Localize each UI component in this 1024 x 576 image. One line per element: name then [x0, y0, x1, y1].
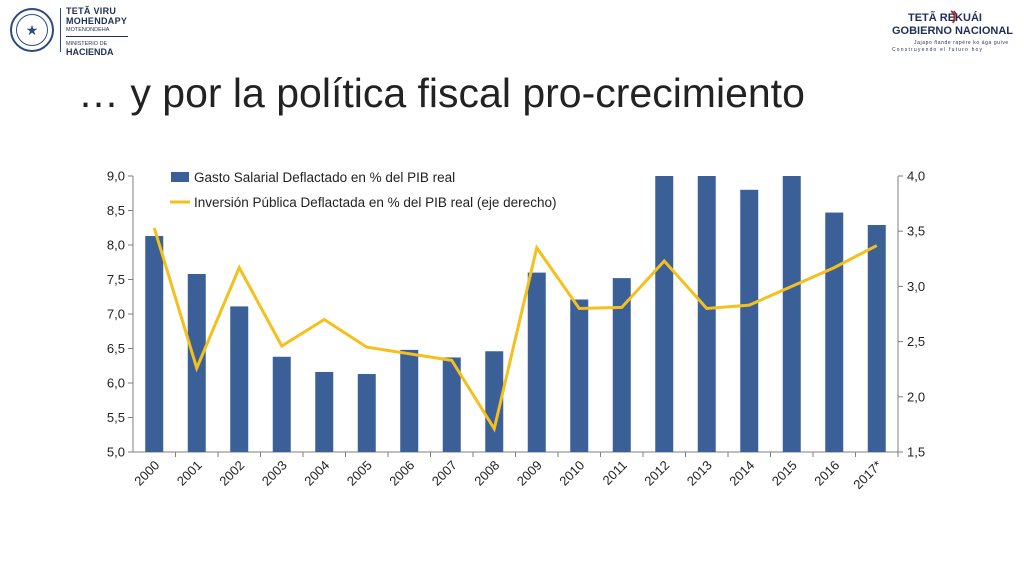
left-tick-label: 6,0: [107, 376, 125, 391]
page-title: … y por la política fiscal pro-crecimien…: [78, 70, 805, 116]
bar: [570, 299, 589, 452]
x-tick-label: 2003: [259, 458, 290, 489]
header-divider: [60, 8, 61, 52]
ministry-line-5: HACIENDA: [66, 47, 114, 57]
x-tick-label: 2000: [131, 458, 162, 489]
ministry-logo: TETÃ VIRU MOHENDAPY MOTENONDEHA MINISTER…: [66, 7, 128, 57]
legend-label-bar: Gasto Salarial Deflactado en % del PIB r…: [194, 170, 455, 185]
left-tick-label: 5,5: [107, 410, 125, 425]
legend-swatch-bar: [171, 172, 189, 182]
left-tick-label: 8,5: [107, 203, 125, 218]
left-tick-label: 8,0: [107, 238, 125, 253]
x-tick-label: 2015: [769, 458, 800, 489]
x-tick-label: 2017*: [850, 458, 885, 493]
x-tick-label: 2012: [641, 458, 672, 489]
line-series: [152, 227, 878, 433]
bar: [442, 357, 461, 452]
gov-line-1: TETÃ REKUÁI: [908, 12, 982, 24]
x-tick-label: 2004: [301, 458, 332, 489]
x-tick-label: 2006: [386, 458, 417, 489]
x-tick-label: 2002: [216, 458, 247, 489]
ministry-line-1: TETÃ VIRU: [66, 6, 117, 16]
x-tick-label: 2001: [174, 458, 205, 489]
header: ★ TETÃ VIRU MOHENDAPY MOTENONDEHA MINIST…: [0, 0, 1024, 62]
ministry-separator: [66, 35, 128, 37]
x-tick-label: 2008: [471, 458, 502, 489]
left-tick-label: 7,5: [107, 272, 125, 287]
left-tick-label: 5,0: [107, 445, 125, 460]
x-tick-label: 2011: [599, 458, 629, 488]
right-tick-label: 2,0: [907, 389, 925, 404]
government-logo: TETÃ REKUÁI GOBIERNO NACIONAL Jajapo ñan…: [886, 10, 1018, 56]
x-tick-label: 2010: [556, 458, 587, 489]
left-tick-label: 7,0: [107, 307, 125, 322]
x-tick-label: 2005: [344, 458, 375, 489]
national-seal-icon: ★: [10, 8, 54, 52]
ministry-line-2: MOHENDAPY: [66, 16, 128, 26]
bar: [782, 176, 801, 452]
bar: [230, 306, 249, 452]
bar: [400, 349, 419, 452]
ministry-line-3: MOTENONDEHA: [66, 27, 110, 33]
bar: [315, 371, 334, 452]
seal-star-icon: ★: [16, 14, 48, 46]
legend-label-line: Inversión Pública Deflactada en % del PI…: [194, 195, 556, 210]
x-tick-label: 2013: [684, 458, 715, 489]
bar: [867, 224, 886, 452]
right-tick-label: 4,0: [907, 169, 925, 184]
bar: [357, 374, 376, 452]
right-tick-label: 3,5: [907, 224, 925, 239]
bar: [272, 356, 291, 452]
right-tick-label: 3,0: [907, 279, 925, 294]
flag-swoosh-icon: [950, 10, 958, 24]
x-tick-label: 2009: [514, 458, 545, 489]
ministry-line-4: MINISTERIO DE: [66, 40, 108, 47]
x-tick-label: 2016: [811, 458, 842, 489]
bar: [612, 278, 631, 452]
x-tick-label: 2014: [726, 458, 757, 489]
bar: [527, 272, 546, 452]
bar: [697, 176, 716, 452]
right-tick-label: 1,5: [907, 445, 925, 460]
bar: [655, 176, 674, 452]
bar: [825, 212, 844, 452]
gov-line-4: Construyendo el futuro hoy: [892, 47, 984, 53]
left-tick-label: 9,0: [107, 169, 125, 184]
bar: [485, 351, 504, 452]
gov-line-3: Jajapo ñande rapére ko ága guive: [914, 40, 1009, 46]
x-tick-label: 2007: [429, 458, 460, 489]
left-tick-label: 6,5: [107, 341, 125, 356]
bar: [145, 236, 164, 452]
right-tick-label: 2,5: [907, 334, 925, 349]
bar: [740, 189, 759, 453]
gov-line-2: GOBIERNO NACIONAL: [892, 25, 1013, 37]
